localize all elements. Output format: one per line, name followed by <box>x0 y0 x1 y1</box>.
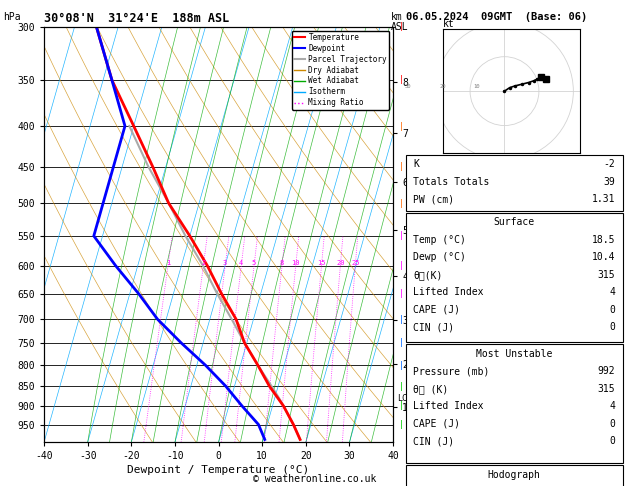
Text: |: | <box>399 199 404 208</box>
Text: |: | <box>399 338 404 347</box>
Text: km: km <box>391 12 403 22</box>
Text: ASL: ASL <box>391 22 409 32</box>
Text: 10: 10 <box>291 260 300 266</box>
Text: CIN (J): CIN (J) <box>413 436 454 446</box>
Text: Most Unstable: Most Unstable <box>476 349 552 359</box>
Text: 0: 0 <box>610 305 615 315</box>
Text: 315: 315 <box>598 270 615 280</box>
Text: -2: -2 <box>603 159 615 170</box>
Text: 0: 0 <box>610 322 615 332</box>
Text: 18.5: 18.5 <box>592 235 615 245</box>
Text: θᴜ (K): θᴜ (K) <box>413 384 448 394</box>
Text: θᴜ(K): θᴜ(K) <box>413 270 443 280</box>
Text: |: | <box>399 122 404 131</box>
Legend: Temperature, Dewpoint, Parcel Trajectory, Dry Adiabat, Wet Adiabat, Isotherm, Mi: Temperature, Dewpoint, Parcel Trajectory… <box>292 31 389 109</box>
Text: 39: 39 <box>603 177 615 187</box>
Text: 0: 0 <box>610 419 615 429</box>
Y-axis label: Mixing Ratio (g/kg): Mixing Ratio (g/kg) <box>411 183 420 286</box>
Text: 0: 0 <box>610 436 615 446</box>
Text: Temp (°C): Temp (°C) <box>413 235 466 245</box>
Text: |: | <box>399 420 404 429</box>
Text: Pressure (mb): Pressure (mb) <box>413 366 489 376</box>
Text: |: | <box>399 231 404 241</box>
Text: |: | <box>399 162 404 171</box>
Text: 20: 20 <box>336 260 345 266</box>
Text: Surface: Surface <box>494 217 535 227</box>
Text: 5: 5 <box>252 260 256 266</box>
Text: hPa: hPa <box>3 12 21 22</box>
Text: Lifted Index: Lifted Index <box>413 401 484 411</box>
Text: |: | <box>399 361 404 370</box>
Text: 20: 20 <box>439 84 445 88</box>
Text: |: | <box>399 289 404 298</box>
Text: |: | <box>399 314 404 324</box>
Text: Hodograph: Hodograph <box>487 469 541 480</box>
X-axis label: Dewpoint / Temperature (°C): Dewpoint / Temperature (°C) <box>128 466 309 475</box>
Text: CAPE (J): CAPE (J) <box>413 419 460 429</box>
Text: 992: 992 <box>598 366 615 376</box>
Text: 1.31: 1.31 <box>592 194 615 205</box>
Text: 25: 25 <box>351 260 360 266</box>
Text: 1: 1 <box>166 260 170 266</box>
Text: 8: 8 <box>280 260 284 266</box>
Text: K: K <box>413 159 419 170</box>
Text: PW (cm): PW (cm) <box>413 194 454 205</box>
Text: 3: 3 <box>223 260 227 266</box>
Text: |: | <box>399 401 404 410</box>
Text: 4: 4 <box>239 260 243 266</box>
Text: 315: 315 <box>598 384 615 394</box>
Text: Lifted Index: Lifted Index <box>413 287 484 297</box>
Text: © weatheronline.co.uk: © weatheronline.co.uk <box>253 473 376 484</box>
Text: |: | <box>399 75 404 85</box>
Text: 10: 10 <box>474 84 480 88</box>
Text: kt: kt <box>443 19 454 29</box>
Text: |: | <box>399 261 404 270</box>
Text: |: | <box>399 382 404 391</box>
Text: 10.4: 10.4 <box>592 252 615 262</box>
Text: Totals Totals: Totals Totals <box>413 177 489 187</box>
Text: 4: 4 <box>610 401 615 411</box>
Text: 30°08'N  31°24'E  188m ASL: 30°08'N 31°24'E 188m ASL <box>44 12 230 25</box>
Text: CAPE (J): CAPE (J) <box>413 305 460 315</box>
Text: 30: 30 <box>404 84 411 88</box>
Text: LCL: LCL <box>398 394 412 402</box>
Text: 2: 2 <box>201 260 206 266</box>
Text: Dewp (°C): Dewp (°C) <box>413 252 466 262</box>
Text: |: | <box>399 22 404 31</box>
Text: 15: 15 <box>317 260 326 266</box>
Text: 4: 4 <box>610 287 615 297</box>
Text: CIN (J): CIN (J) <box>413 322 454 332</box>
Text: 06.05.2024  09GMT  (Base: 06): 06.05.2024 09GMT (Base: 06) <box>406 12 587 22</box>
